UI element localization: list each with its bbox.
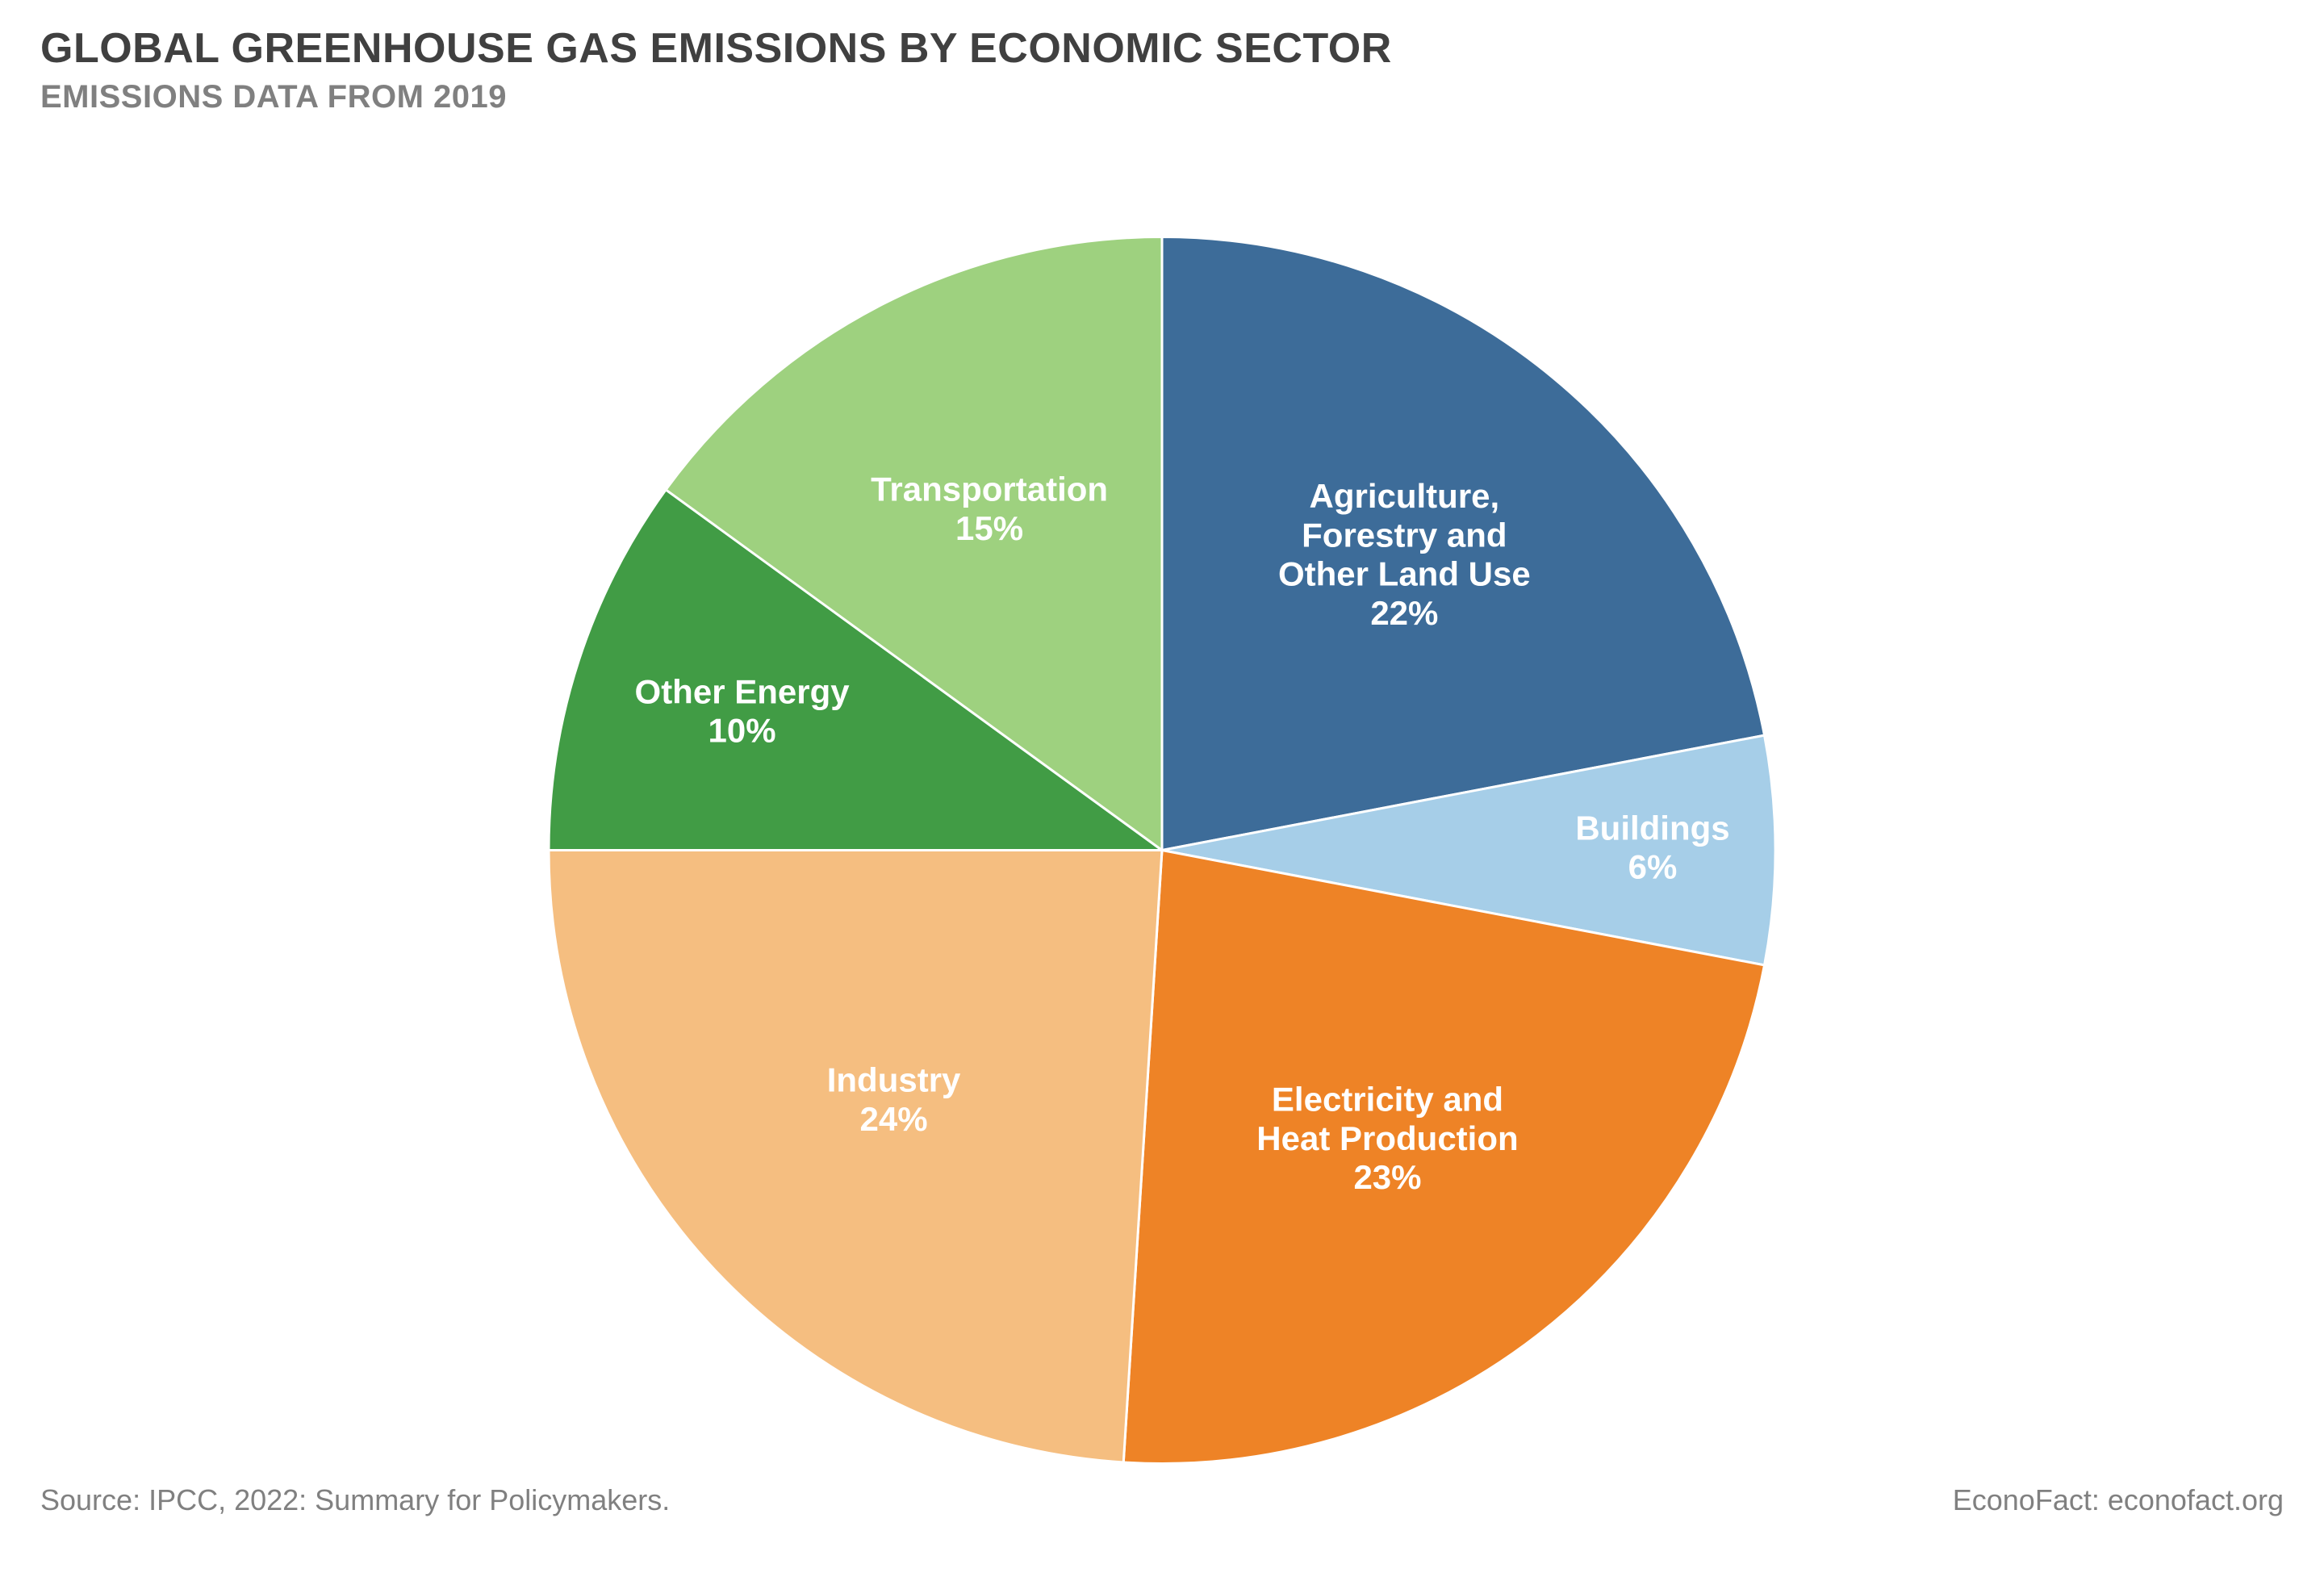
pie-svg: Agriculture,Forestry andOther Land Use22… — [436, 124, 1888, 1577]
chart-container: GLOBAL GREENHOUSE GAS EMISSIONS BY ECONO… — [0, 0, 2324, 1550]
source-attribution: Source: IPCC, 2022: Summary for Policyma… — [40, 1483, 670, 1517]
chart-title: GLOBAL GREENHOUSE GAS EMISSIONS BY ECONO… — [40, 24, 1392, 73]
pie-chart: Agriculture,Forestry andOther Land Use22… — [436, 124, 1888, 1581]
chart-subtitle: EMISSIONS DATA FROM 2019 — [40, 79, 507, 115]
pie-slice — [549, 851, 1162, 1463]
brand-attribution: EconoFact: econofact.org — [1953, 1483, 2284, 1517]
